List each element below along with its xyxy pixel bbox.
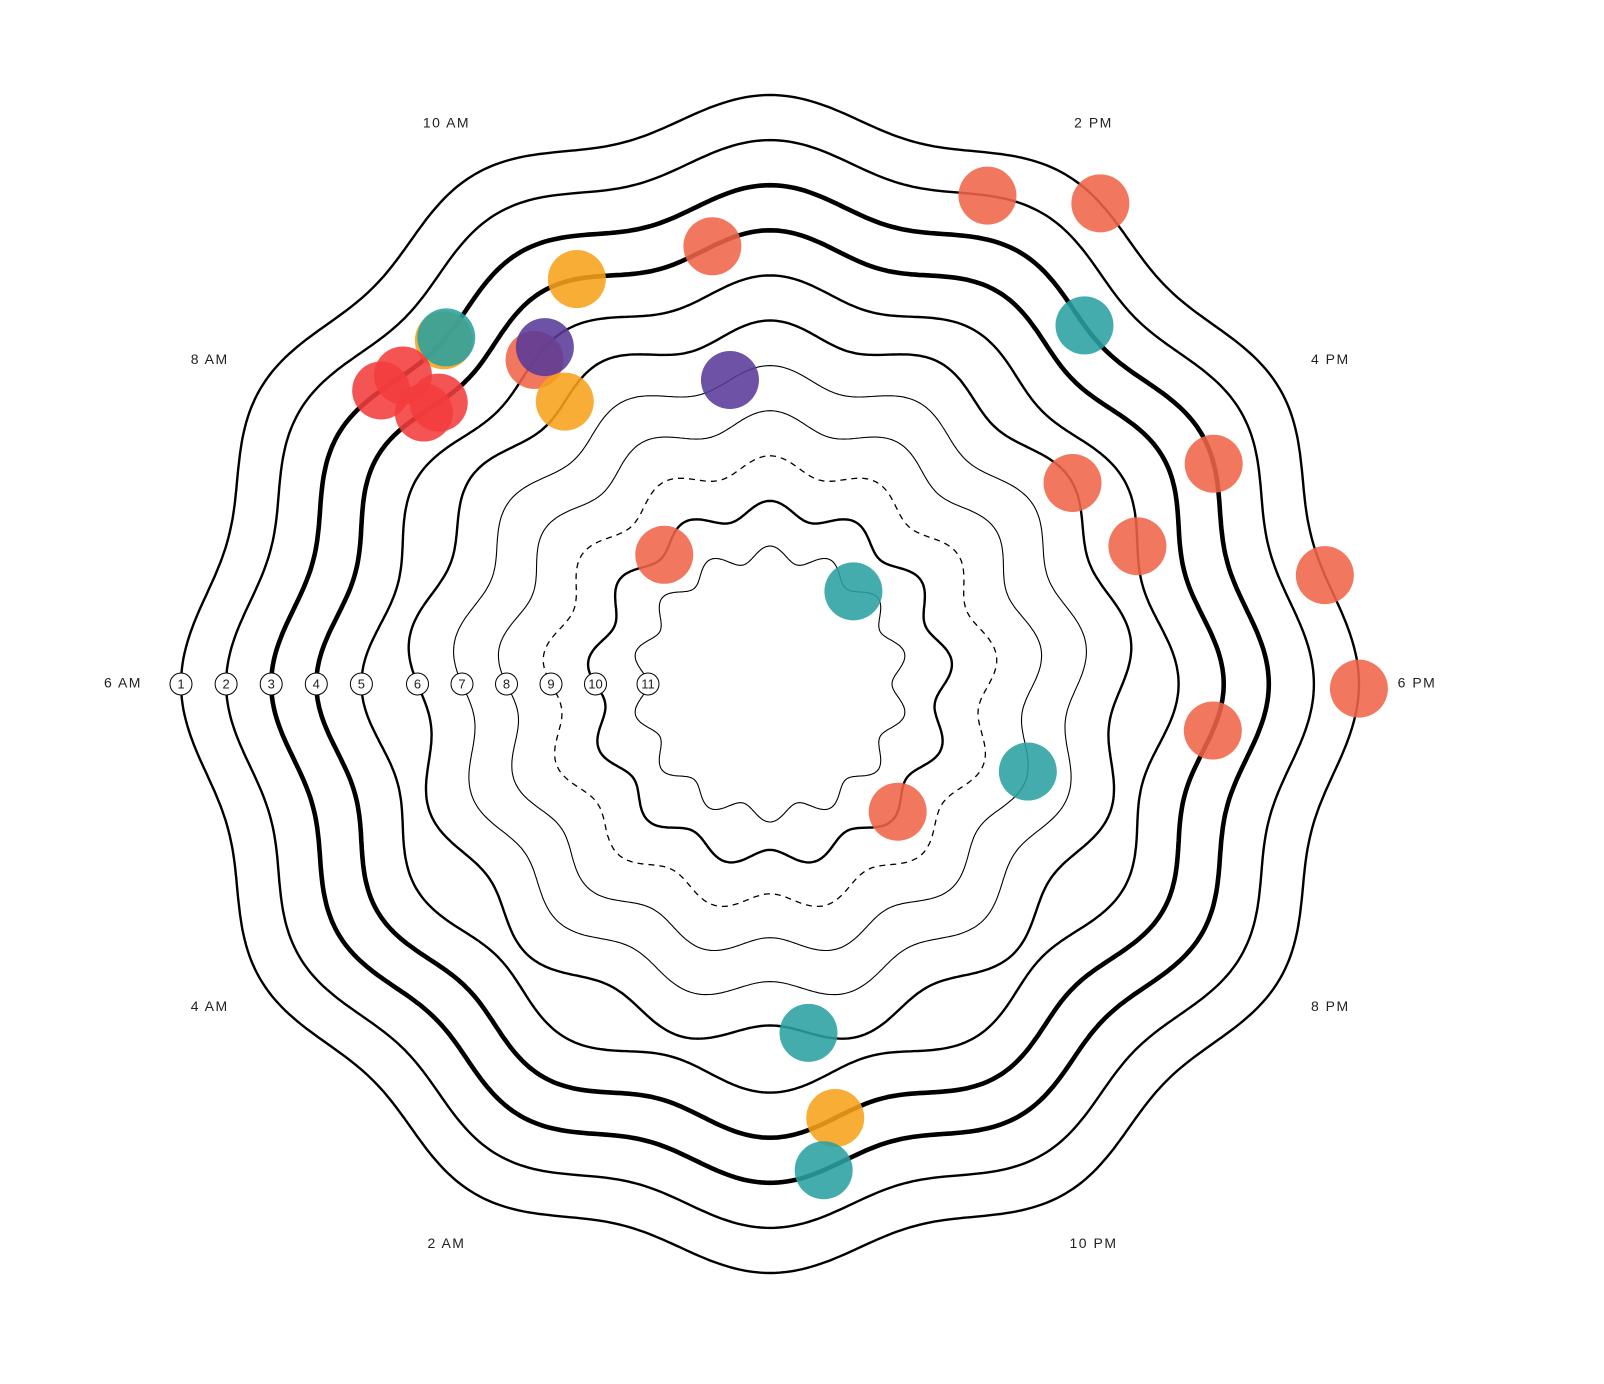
- event-dot: [998, 742, 1057, 801]
- ring-label-bg: [584, 672, 607, 696]
- ring-label-bg: [304, 672, 328, 696]
- hour-label: 8 PM: [1311, 998, 1350, 1014]
- ring-label: 6: [414, 676, 421, 691]
- event-dot: [806, 1088, 865, 1147]
- ring-label-bg: [636, 672, 660, 696]
- event-dot: [1295, 546, 1354, 605]
- event-dot: [779, 1003, 838, 1062]
- ring-label: 2: [222, 676, 229, 691]
- ring-label-bg: [539, 672, 563, 696]
- event-dot: [1043, 454, 1102, 513]
- ring: [268, 182, 1272, 1186]
- event-dot: [1329, 659, 1388, 718]
- hour-label: 6 AM: [104, 675, 142, 691]
- ring: [453, 365, 1087, 996]
- ring-label-bg: [495, 672, 518, 696]
- ring-label-bg: [450, 672, 474, 696]
- event-dot: [1108, 517, 1167, 576]
- hour-label: 2 AM: [428, 1235, 466, 1251]
- ring-label: 1: [177, 676, 184, 691]
- hour-label: 4 PM: [1311, 351, 1350, 367]
- ring-label-bg: [169, 672, 193, 696]
- event-dot: [635, 525, 694, 584]
- hour-label: 10 AM: [423, 114, 470, 130]
- event-dot: [1183, 701, 1242, 760]
- event-dot: [1055, 296, 1114, 355]
- ring-label: 10: [588, 676, 602, 691]
- ring-label-bg: [214, 672, 238, 696]
- hour-label: 2 PM: [1074, 114, 1113, 130]
- ring-label-bg: [406, 672, 429, 696]
- event-dot: [958, 166, 1017, 225]
- ring-label: 3: [268, 676, 275, 691]
- ring: [634, 545, 906, 823]
- hour-label: 6 PM: [1398, 675, 1437, 691]
- ring-label-bg: [349, 672, 373, 696]
- event-dot: [394, 383, 453, 442]
- ring-label-bg: [259, 672, 283, 696]
- event-dot: [515, 318, 574, 377]
- ring: [179, 93, 1361, 1275]
- ring: [586, 499, 954, 864]
- ring-label: 5: [358, 676, 365, 691]
- event-dot: [700, 350, 759, 409]
- event-dot: [868, 782, 927, 841]
- hour-label: 8 AM: [191, 351, 229, 367]
- ring-label: 11: [641, 676, 655, 691]
- ring: [497, 410, 1043, 952]
- ring-label: 9: [547, 676, 554, 691]
- event-dot: [1071, 174, 1130, 233]
- hour-label: 10 PM: [1070, 1235, 1118, 1251]
- ring: [224, 138, 1316, 1230]
- event-dot: [417, 308, 476, 367]
- ring-label: 4: [313, 676, 320, 691]
- event-dot: [547, 250, 606, 309]
- ring: [542, 455, 998, 908]
- ring-label: 8: [503, 676, 510, 691]
- ring-label: 7: [458, 676, 465, 691]
- ring: [360, 274, 1180, 1094]
- ring: [313, 227, 1227, 1141]
- event-dot: [1184, 434, 1243, 493]
- event-dot: [824, 562, 883, 621]
- hour-label: 4 AM: [191, 998, 229, 1014]
- event-dot: [683, 217, 742, 276]
- event-dot: [535, 372, 594, 431]
- event-dot: [794, 1141, 853, 1200]
